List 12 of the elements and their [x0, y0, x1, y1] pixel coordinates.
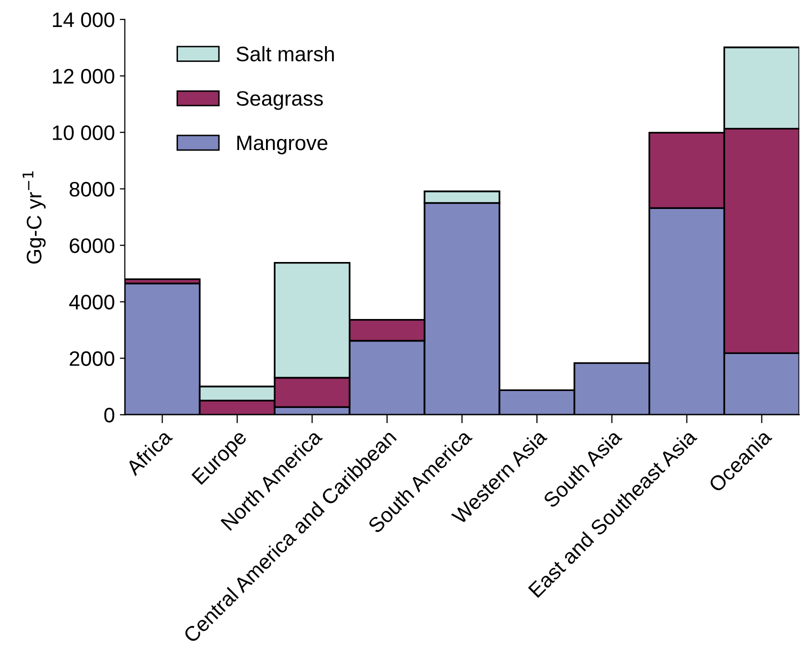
- y-tick-label: 2000: [70, 351, 114, 366]
- y-axis-title: Gg-C yr$^{−1}$: [22, 171, 46, 264]
- y-tick-label: 0: [104, 408, 114, 422]
- legend-label: Seagrass: [236, 91, 323, 110]
- y-tick-label: 14 000: [52, 12, 114, 28]
- y-tick-label: 6000: [70, 238, 114, 254]
- legend-label: Salt marsh: [236, 46, 334, 62]
- y-tick-label: 4000: [69, 294, 114, 310]
- y-tick-label: 10 000: [52, 125, 114, 140]
- y-tick-label: 12 000: [52, 68, 114, 84]
- legend-label: Mangrove: [237, 136, 328, 154]
- y-tick-label: 8000: [70, 182, 114, 197]
